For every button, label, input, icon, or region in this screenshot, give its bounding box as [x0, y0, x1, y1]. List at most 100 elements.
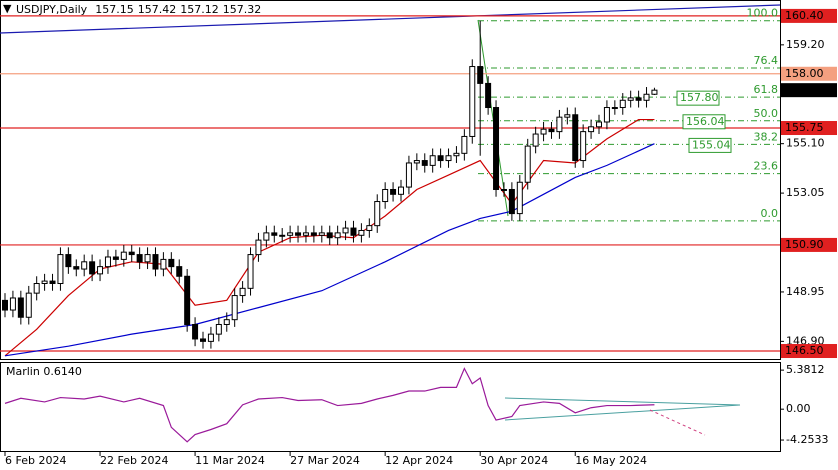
- candle-body: [176, 266, 183, 277]
- candle-body: [469, 66, 476, 137]
- fib-ratio: 61.8: [754, 83, 779, 96]
- fib-ratio: 23.6: [754, 160, 779, 173]
- candle-body: [120, 251, 127, 260]
- level-label: 155.75: [785, 121, 824, 134]
- candle-body: [603, 107, 610, 123]
- fib-ratio: 76.4: [754, 54, 779, 67]
- candle-body: [350, 227, 357, 236]
- candle-body: [374, 201, 381, 227]
- candle-body: [548, 128, 555, 133]
- candle-body: [611, 107, 618, 110]
- main-frame: [0, 0, 781, 360]
- candle-body: [398, 186, 404, 195]
- candle-body: [279, 234, 286, 237]
- header-text: USDJPY,Daily 157.15 157.42 157.12 157.32: [16, 3, 261, 16]
- candle-body: [334, 232, 341, 239]
- candle-body: [302, 232, 309, 236]
- target-box: [688, 137, 732, 153]
- candle-body: [326, 232, 333, 239]
- candle-body: [516, 181, 523, 215]
- candle-body: [358, 229, 365, 236]
- indicator-line: [4, 367, 655, 443]
- channel-line: [0, 4, 781, 34]
- divergence-line: [504, 397, 741, 406]
- target-label: 156.04: [686, 115, 725, 128]
- candle-body: [128, 251, 135, 256]
- y-tick-label: 148.95: [786, 285, 825, 298]
- x-tick-label: 6 Feb 2024: [5, 454, 66, 467]
- candle-body: [382, 188, 389, 203]
- candle-body: [184, 275, 191, 325]
- candle-body: [144, 254, 151, 263]
- candle-body: [215, 323, 222, 335]
- x-tick-label: 12 Apr 2024: [385, 454, 453, 467]
- level-label-box: [781, 121, 837, 136]
- indicator-title: Marlin 0.6140: [6, 365, 82, 378]
- candle-body: [445, 155, 452, 162]
- candle-body: [627, 97, 634, 101]
- y-tick-label: 5.3812: [786, 363, 825, 376]
- header: ▼ USDJPY,Daily 157.15 157.42 157.12 157.32: [3, 2, 261, 16]
- y-tick-label: 159.20: [786, 38, 825, 51]
- fib-ratio: 38.2: [754, 130, 779, 143]
- candle-body: [287, 232, 294, 236]
- candle-body: [271, 232, 278, 236]
- close-value: 157.32: [223, 3, 262, 16]
- level-label: 158.00: [785, 67, 824, 80]
- x-tick-label: 16 May 2024: [575, 454, 647, 467]
- fib-trendline: [477, 19, 509, 217]
- current-price: 157.32: [785, 83, 824, 96]
- candle-body: [200, 338, 206, 342]
- candle-body: [81, 261, 88, 270]
- menu-arrow: ▼: [3, 2, 12, 15]
- candle-body: [247, 254, 254, 289]
- candle-body: [651, 89, 658, 95]
- candle-body: [223, 319, 230, 325]
- candle-body: [25, 292, 32, 318]
- target-label: 155.04: [692, 138, 731, 151]
- candle-body: [390, 188, 397, 195]
- candle-body: [160, 258, 167, 270]
- candle-body: [231, 295, 238, 321]
- x-tick-label: 11 Mar 2024: [195, 454, 265, 467]
- level-label: 150.90: [785, 238, 824, 251]
- candle-body: [136, 254, 143, 263]
- candle-body: [49, 280, 56, 285]
- candle-body: [437, 155, 444, 162]
- y-tick-label: -4.2533: [786, 433, 828, 446]
- candle-body: [152, 254, 159, 270]
- candle-body: [405, 162, 412, 188]
- low-value: 157.12: [180, 3, 219, 16]
- candle-body: [57, 254, 64, 285]
- symbol: USDJPY,Daily: [16, 3, 88, 16]
- high-value: 157.42: [138, 3, 177, 16]
- candle-body: [540, 128, 547, 135]
- candle-body: [318, 232, 325, 236]
- candle-body: [239, 287, 246, 297]
- candle-body: [41, 280, 48, 285]
- y-tick-label: 0.00: [786, 402, 811, 415]
- candle-body: [635, 97, 642, 101]
- open-value: 157.15: [95, 3, 134, 16]
- candle-body: [9, 297, 16, 311]
- candle-body: [255, 239, 262, 256]
- candle-body: [421, 160, 428, 166]
- candle-body: [2, 299, 8, 311]
- candle-body: [112, 256, 119, 260]
- candle-body: [564, 114, 571, 118]
- candle-body: [556, 116, 563, 133]
- fib-ratio: 100.0: [747, 7, 779, 20]
- candle-body: [572, 114, 579, 162]
- fib-ratio: 0.0: [761, 207, 779, 220]
- candle-body: [413, 160, 420, 164]
- candle-body: [524, 145, 531, 183]
- candle-body: [89, 261, 96, 275]
- candle-body: [493, 107, 500, 190]
- candle-body: [500, 188, 507, 191]
- fib-ratio: 50.0: [754, 107, 779, 120]
- candle-body: [643, 93, 650, 101]
- candle-body: [263, 232, 270, 241]
- candle-body: [73, 266, 80, 270]
- candle-body: [580, 131, 587, 162]
